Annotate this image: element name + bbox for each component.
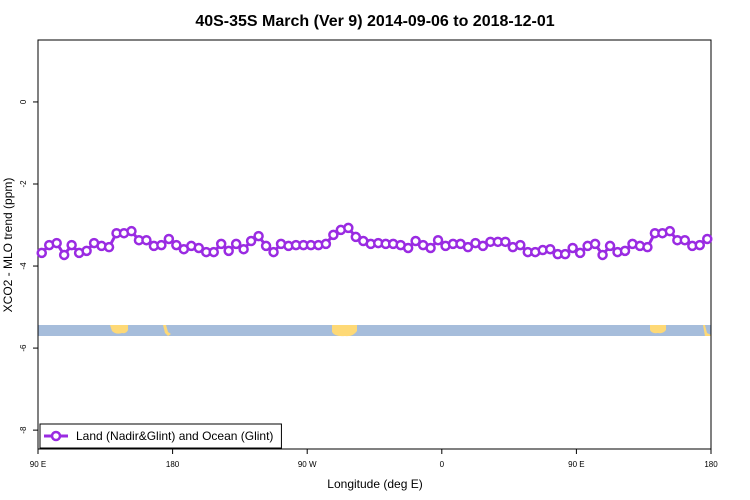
y-tick-label: -8	[19, 426, 28, 434]
x-tick-label: 180	[166, 460, 180, 469]
data-point	[171, 239, 182, 251]
data-point	[36, 247, 47, 259]
map-strip	[38, 325, 711, 337]
data-point	[245, 235, 257, 247]
data-point	[253, 230, 264, 242]
data-point	[477, 240, 489, 252]
x-tick-label: 90 W	[298, 460, 317, 469]
data-point	[215, 238, 227, 250]
y-tick-label: 0	[19, 99, 28, 104]
data-point	[51, 237, 62, 249]
data-point	[702, 233, 713, 245]
y-axis-label: XCO2 - MLO trend (ppm)	[1, 178, 15, 313]
x-axis-label: Longitude (deg E)	[327, 477, 422, 491]
data-point	[679, 234, 691, 246]
data-point	[81, 245, 92, 257]
data-point	[268, 246, 279, 258]
data-point	[664, 225, 676, 237]
data-point	[350, 231, 362, 243]
data-point	[589, 238, 601, 250]
y-tick-label: -6	[19, 344, 28, 352]
data-point	[694, 239, 706, 251]
x-tick-label: 0	[440, 460, 445, 469]
data-point	[567, 242, 578, 254]
data-point	[156, 239, 167, 251]
data-point	[320, 238, 332, 250]
data-point	[559, 248, 571, 260]
data-point	[410, 235, 421, 247]
data-point	[58, 249, 70, 261]
legend-label: Land (Nadir&Glint) and Ocean (Glint)	[76, 429, 273, 443]
data-point	[193, 242, 205, 254]
y-tick-label: -4	[19, 262, 28, 270]
data-point	[66, 239, 77, 251]
data-point	[544, 243, 556, 255]
data-point	[604, 240, 616, 252]
data-point	[260, 240, 272, 252]
data-point	[141, 234, 152, 246]
data-point	[402, 242, 414, 254]
data-point	[574, 247, 586, 259]
data-point	[597, 249, 608, 261]
data-point	[432, 234, 444, 246]
x-tick-label: 90 E	[568, 460, 584, 469]
data-point	[103, 241, 115, 253]
data-point	[425, 242, 436, 254]
plot-frame	[37, 39, 712, 450]
data-point	[343, 222, 354, 234]
data-point	[238, 243, 249, 255]
data-point	[208, 246, 219, 258]
data-point	[642, 241, 653, 253]
y-tick-label: -2	[19, 180, 28, 188]
data-point	[515, 239, 526, 251]
data-point	[619, 245, 631, 257]
x-tick-label: 90 E	[30, 460, 46, 469]
data-point	[223, 245, 234, 257]
data-point	[163, 233, 175, 245]
legend-marker	[50, 430, 62, 442]
data-point	[230, 238, 242, 250]
legend: Land (Nadir&Glint) and Ocean (Glint)	[39, 423, 282, 449]
data-point	[462, 241, 474, 253]
legend-box	[39, 423, 282, 449]
x-tick-label: 180	[704, 460, 718, 469]
data-point	[500, 236, 511, 248]
chart-title: 40S-35S March (Ver 9) 2014-09-06 to 2018…	[195, 13, 554, 30]
data-point	[126, 225, 137, 237]
data-point	[328, 229, 339, 241]
